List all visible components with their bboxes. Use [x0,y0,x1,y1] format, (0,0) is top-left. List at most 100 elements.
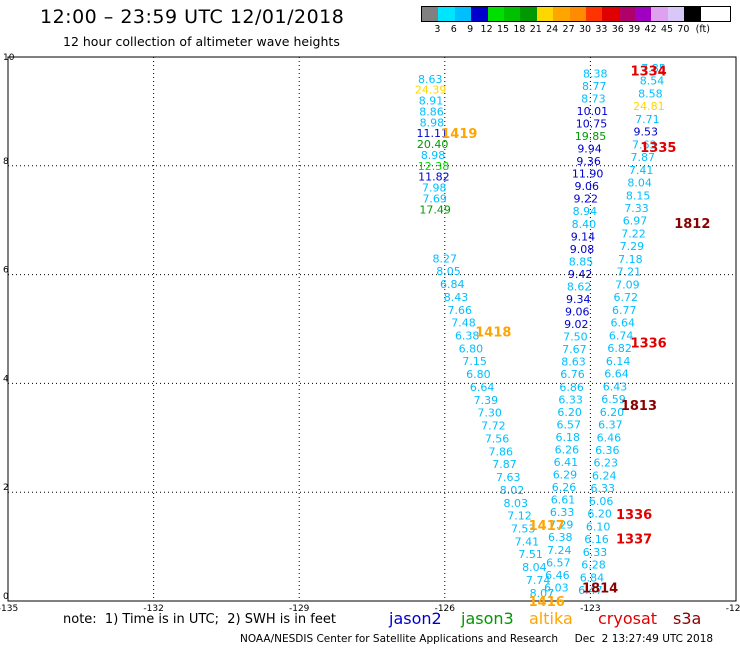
wave-height-value: 6.24 [592,469,617,482]
wave-height-value: 10.01 [577,105,609,118]
wave-height-value: 8.63 [418,73,443,86]
wave-height-value: 9.22 [574,193,599,206]
x-tick-label: -132 [143,604,163,614]
wave-height-value: 7.87 [630,151,655,164]
x-tick-label: -123 [580,604,600,614]
wave-height-value: 9.34 [566,293,591,306]
wave-height-value: 8.86 [419,105,444,118]
wave-height-value: 6.37 [598,419,623,432]
wave-height-value: 6.10 [586,520,611,533]
wave-height-value: 6.84 [580,571,605,584]
color-swatch [635,7,652,21]
wave-height-value: 7.18 [618,253,643,266]
scale-level-label: 12 [480,24,493,35]
wave-height-value: 6.82 [607,342,632,355]
wave-height-value: 12.38 [418,160,450,173]
pass-time-label: 1334 [631,65,667,80]
color-swatch [618,7,636,21]
color-swatch [684,7,701,21]
wave-height-value: 7.86 [489,445,514,458]
wave-height-value: 6.33 [590,482,615,495]
wave-height-value: 7.69 [422,192,447,205]
wave-height-value: 9.14 [571,230,596,243]
color-swatch [569,7,586,21]
color-swatch [602,7,619,21]
y-tick-label: 4 [3,374,9,384]
x-tick-label: -129 [289,604,310,614]
wave-height-value: 8.04 [627,177,652,190]
scale-level-label: 6 [450,24,457,35]
y-tick-label: 6 [3,266,9,276]
scale-level-label: 42 [644,24,657,35]
wave-height-value: 7.12 [507,510,532,523]
wave-height-value: 9.02 [564,318,589,331]
wave-height-value: 11.82 [418,171,450,184]
wave-height-value: 7.51 [518,548,543,561]
wave-height-value: 6.64 [604,368,629,381]
wave-height-value: 7.85 [641,62,666,75]
pass-time-label: 1417 [529,519,565,534]
wave-height-value: 7.24 [547,544,572,557]
wave-height-value: 6.97 [623,215,648,228]
legend-altika: altika [529,609,573,628]
legend-cryosat: cryosat [598,609,658,628]
wave-height-value: 6.38 [455,329,480,342]
x-tick-label: -126 [435,604,456,614]
wave-height-value: 7.56 [485,432,510,445]
x-tick-label: -135 [0,604,18,614]
y-tick-label: 2 [3,483,9,493]
legend-jason2: jason2 [389,609,442,628]
wave-height-value: 7.22 [621,227,646,240]
wave-height-value: 8.62 [567,280,592,293]
wave-height-value: 7.33 [624,202,649,215]
wave-height-value: 8.94 [573,205,598,218]
wave-height-value: 6.77 [612,304,637,317]
legend-jason3: jason3 [461,609,514,628]
wave-height-value: 6.46 [597,431,622,444]
wave-height-value: 6.26 [552,481,577,494]
wave-height-value: 6.57 [556,418,581,431]
color-swatch [536,7,554,21]
wave-height-value: 6.14 [606,355,631,368]
wave-height-value: 24.39 [415,84,447,97]
wave-height-value: 9.06 [574,180,599,193]
wave-height-value: 6.46 [545,569,570,582]
color-swatch [471,7,488,21]
wave-height-value: 7.41 [515,535,540,548]
wave-height-value: 7.15 [462,355,487,368]
pass-time-label: 1812 [674,217,710,232]
wave-height-value: 8.98 [421,149,446,162]
wave-height-value: 8.04 [522,561,547,574]
wave-height-value: 6.29 [553,469,578,482]
wave-height-value: 8.43 [444,291,469,304]
wave-height-value: 9.53 [634,126,659,139]
wave-height-value: 7.29 [549,519,574,532]
wave-height-value: 7.98 [422,182,447,195]
wave-height-value: 6.33 [550,506,575,519]
scale-level-label: 24 [546,24,559,35]
color-swatch [585,7,603,21]
wave-height-value: 6.80 [459,342,484,355]
wave-height-value: 7.53 [511,523,536,536]
wave-height-value: 17.49 [419,203,451,216]
wave-height-value: 6.16 [584,533,609,546]
plot-frame [7,56,737,602]
scale-level-label: 33 [595,24,608,35]
color-swatch [520,7,537,21]
wave-height-value: 9.06 [565,306,590,319]
y-tick-label: 10 [3,53,15,63]
color-swatch [553,7,570,21]
wave-height-value: 6.84 [440,278,465,291]
wave-height-value: 6.80 [466,368,491,381]
wave-height-value: 8.02 [500,484,525,497]
color-scale-legend: 3 6 9 12 15 18 21 24 27 30 33 36 39 42 45 70 (ft) [421,6,731,36]
wave-height-value: 8.40 [572,218,597,231]
wave-height-value: 7.67 [562,343,587,356]
wave-height-value: 8.91 [419,95,444,108]
pass-time-label: 1336 [616,508,652,523]
wave-height-value: 6.43 [603,380,628,393]
wave-height-value: 7.50 [563,331,588,344]
scale-level-label: 70 [677,24,690,35]
pass-time-label: 1813 [621,399,657,414]
color-swatch [438,7,455,21]
